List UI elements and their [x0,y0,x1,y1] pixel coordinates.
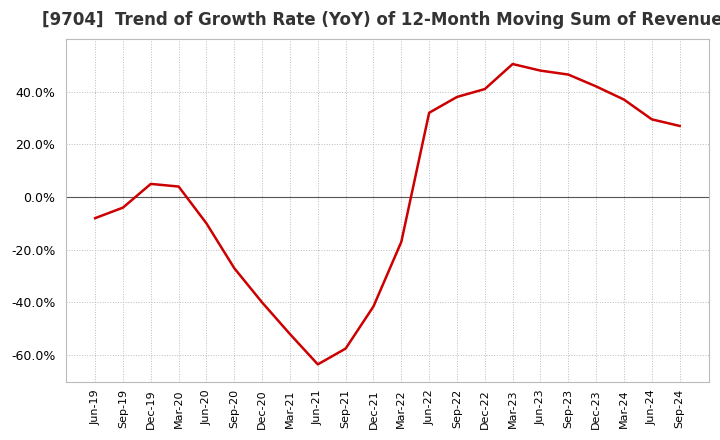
Title: [9704]  Trend of Growth Rate (YoY) of 12-Month Moving Sum of Revenues: [9704] Trend of Growth Rate (YoY) of 12-… [42,11,720,29]
